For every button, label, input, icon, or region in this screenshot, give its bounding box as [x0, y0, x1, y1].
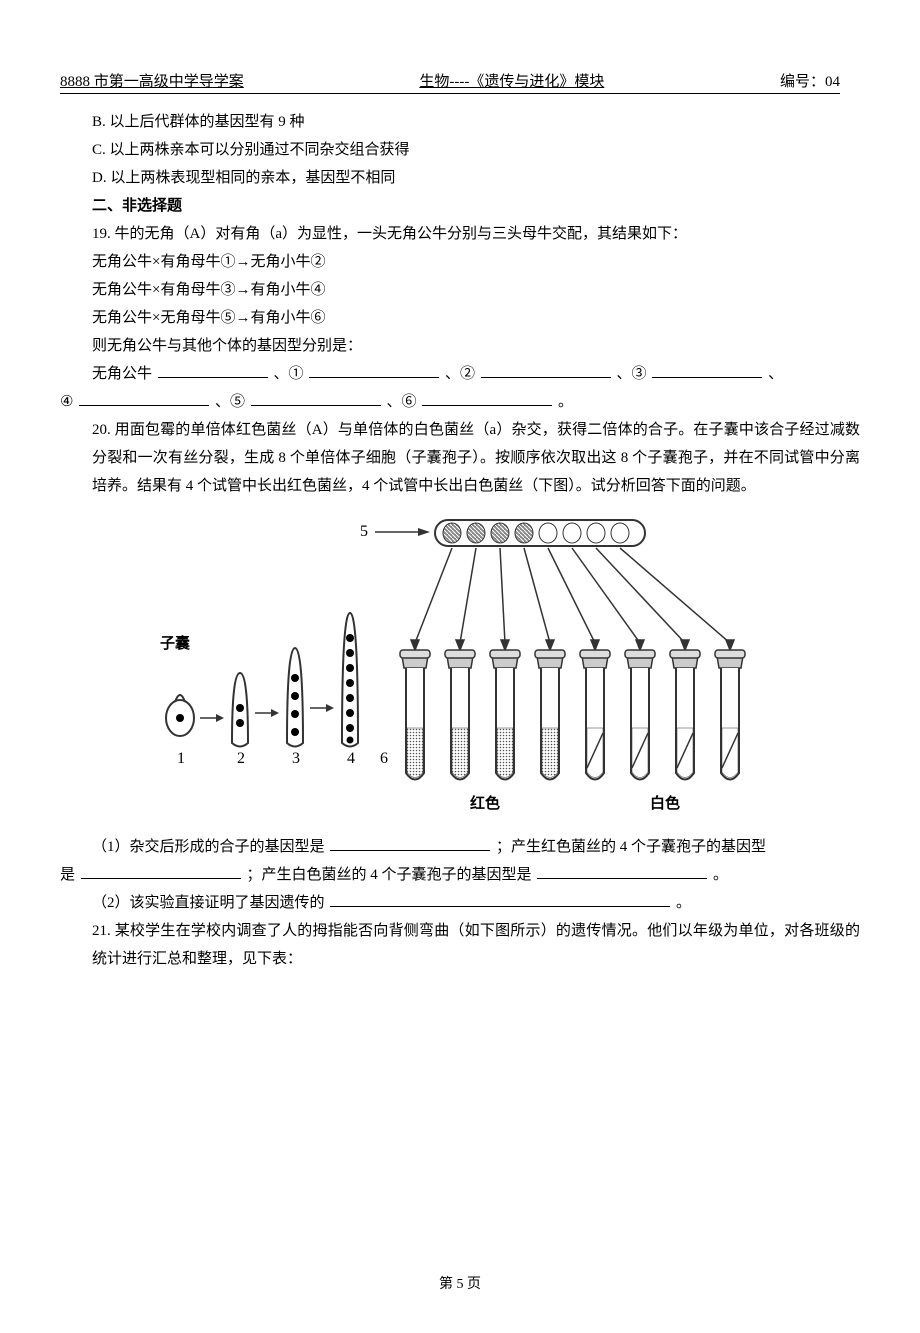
q19-r2d: 。 — [558, 394, 573, 410]
white-label: 白色 — [650, 794, 680, 812]
q19-answer-row1: 无角公牛 、① 、② 、③ 、 — [60, 360, 860, 388]
q19-r2b: 、⑤ — [215, 394, 245, 410]
blank-q20-1 — [330, 834, 490, 851]
blank-q20-4 — [330, 890, 670, 907]
q19-line3: 无角公牛×无角母牛⑤→有角小牛⑥ — [60, 304, 860, 332]
q19-line2: 无角公牛×有角母牛③→有角小牛④ — [60, 276, 860, 304]
page-header: 8888 市第一高级中学导学案 生物----《遗传与进化》模块 编号：04 — [60, 70, 840, 94]
ascus-3 — [287, 648, 303, 747]
page-footer: 第 5 页 — [60, 1273, 860, 1293]
q21-stem: 21. 某校学生在学校内调查了人的拇指能否向背侧弯曲（如下图所示）的遗传情况。他… — [60, 917, 860, 973]
fig-num6: 6 — [380, 750, 388, 767]
zinang-label: 子囊 — [160, 634, 191, 652]
q19-prefix: 无角公牛 — [92, 366, 152, 382]
blank-6 — [422, 389, 552, 406]
fig-num4: 4 — [347, 750, 355, 767]
blank-1 — [309, 361, 439, 378]
q19-c1: 、① — [274, 366, 304, 382]
q20-s2a: （2）该实验直接证明了基因遗传的 — [92, 895, 325, 911]
section-2-title: 二、非选择题 — [60, 192, 860, 220]
q20-s1a: （1）杂交后形成的合子的基因型是 — [92, 839, 325, 855]
q20-s1e: 。 — [713, 867, 728, 883]
ascus-4 — [342, 613, 358, 747]
q20-s2b: 。 — [676, 895, 691, 911]
q20-sub1-cont: 是 ；产生白色菌丝的 4 个子囊孢子的基因型是 。 — [60, 861, 860, 889]
q20-svg: 5 — [160, 518, 760, 818]
q19-answer-row2: ④ 、⑤ 、⑥ 。 — [60, 388, 860, 416]
q19-stem: 19. 牛的无角（A）对有角（a）为显性，一头无角公牛分别与三头母牛交配，其结果… — [60, 220, 860, 248]
test-tubes — [400, 650, 745, 780]
q20-stem: 20. 用面包霉的单倍体红色菌丝（A）与单倍体的白色菌丝（a）杂交，获得二倍体的… — [60, 416, 860, 500]
header-left: 8888 市第一高级中学导学案 — [60, 70, 244, 91]
red-label: 红色 — [470, 794, 500, 812]
header-mid: 生物----《遗传与进化》模块 — [419, 70, 604, 91]
blank-4 — [79, 389, 209, 406]
ascus-1 — [166, 695, 194, 736]
q19-line1: 无角公牛×有角母牛①→无角小牛② — [60, 248, 860, 276]
blank-bull — [158, 361, 268, 378]
blank-2 — [481, 361, 611, 378]
q20-figure: 5 — [160, 518, 760, 823]
fig-num5: 5 — [360, 523, 368, 540]
q19-c4: 、 — [768, 366, 783, 382]
q19-line4: 则无角公牛与其他个体的基因型分别是： — [60, 332, 860, 360]
q20-sub1: （1）杂交后形成的合子的基因型是 ；产生红色菌丝的 4 个子囊孢子的基因型 — [60, 833, 860, 861]
header-right: 编号：04 — [780, 70, 840, 91]
q19-r2a: ④ — [60, 394, 73, 410]
q20-s1b: ；产生红色菌丝的 4 个子囊孢子的基因型 — [496, 839, 766, 855]
ascus-2 — [232, 673, 248, 747]
option-d: D. 以上两株表现型相同的亲本，基因型不相同 — [60, 164, 860, 192]
q20-s1d: ；产生白色菌丝的 4 个子囊孢子的基因型是 — [247, 867, 532, 883]
blank-q20-3 — [537, 862, 707, 879]
fig-num1: 1 — [177, 750, 185, 767]
fig-num2: 2 — [237, 750, 245, 767]
capsule-spores — [443, 523, 629, 543]
arrows-to-tubes — [411, 548, 734, 650]
option-c: C. 以上两株亲本可以分别通过不同杂交组合获得 — [60, 136, 860, 164]
q20-sub2: （2）该实验直接证明了基因遗传的 。 — [60, 889, 860, 917]
fig-num3: 3 — [292, 750, 300, 767]
blank-3 — [652, 361, 762, 378]
q19-c2: 、② — [445, 366, 475, 382]
q19-r2c: 、⑥ — [386, 394, 416, 410]
q19-c3: 、③ — [617, 366, 647, 382]
q20-s1c: 是 — [60, 867, 75, 883]
blank-q20-2 — [81, 862, 241, 879]
blank-5 — [251, 389, 381, 406]
option-b: B. 以上后代群体的基因型有 9 种 — [60, 108, 860, 136]
